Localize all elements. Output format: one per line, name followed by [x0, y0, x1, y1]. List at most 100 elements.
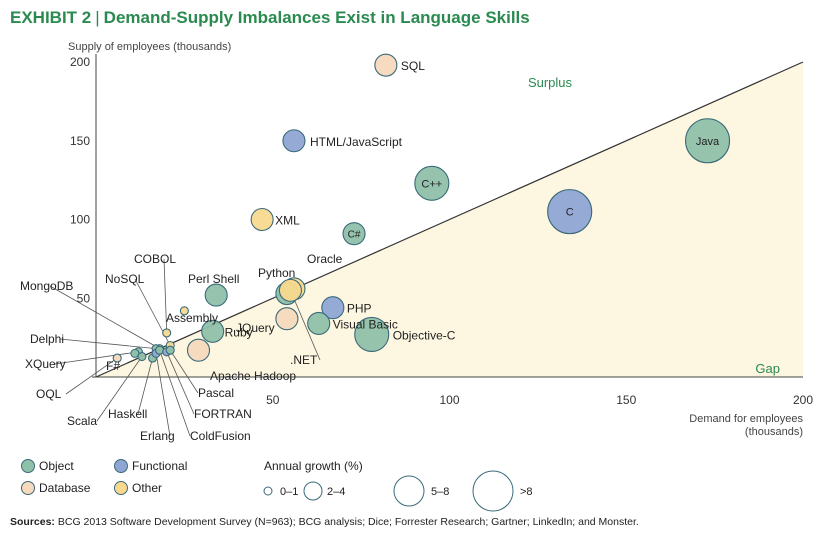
- point-label: .NET: [290, 353, 318, 367]
- legend-swatch-other: [114, 481, 128, 495]
- y-tick-label: 50: [77, 291, 91, 305]
- legend-label-functional: Functional: [132, 459, 187, 473]
- bubble-scala: [137, 351, 147, 362]
- y-tick-label: 100: [70, 213, 90, 227]
- bubble-html-javascript: [282, 129, 306, 153]
- chart-header: EXHIBIT 2 | Demand-Supply Imbalances Exist…: [10, 8, 530, 28]
- point-label: Perl Shell: [188, 272, 239, 286]
- legend-label-object: Object: [39, 459, 74, 473]
- size-legend-label: 0–1: [280, 486, 298, 498]
- x-tick-label: 50: [266, 393, 280, 407]
- bubble-php: [321, 296, 345, 320]
- leader-line: [155, 353, 171, 437]
- x-axis-title-line2: (thousands): [745, 426, 803, 438]
- bubble-assembly: [179, 306, 189, 316]
- bubble-c: [547, 189, 593, 235]
- point-label: Oracle: [307, 252, 343, 266]
- legend-label-other: Other: [132, 481, 162, 495]
- bubble-ruby: [201, 319, 225, 343]
- point-label: Delphi: [30, 332, 64, 346]
- leader-line: [59, 338, 157, 350]
- point-label: Java: [696, 136, 720, 148]
- bubble-visual-basic: [307, 311, 331, 336]
- size-legend-label: 2–4: [327, 486, 345, 498]
- leader-line: [54, 351, 139, 365]
- bubble-oql: [112, 353, 122, 363]
- size-legend-circle: [303, 481, 323, 501]
- leader-line: [49, 285, 160, 349]
- point-label: Python: [258, 266, 295, 280]
- point-label: Haskell: [108, 407, 147, 421]
- bubble-cobol: [162, 328, 172, 338]
- legend-swatch-object: [21, 459, 35, 473]
- legend-label-database: Database: [39, 481, 91, 495]
- sources-note: Sources: BCG 2013 Software Development S…: [10, 516, 639, 528]
- point-label: PHP: [347, 302, 372, 316]
- leader-line: [96, 356, 143, 422]
- leader-line: [163, 258, 168, 333]
- bubble--net: [278, 278, 302, 302]
- sources-text: BCG 2013 Software Development Survey (N=…: [57, 516, 639, 528]
- bubble-java: [685, 118, 731, 164]
- bubble-objective-c: [354, 316, 390, 353]
- leader-line: [290, 290, 321, 361]
- point-label: Pascal: [198, 386, 234, 400]
- leader-line: [137, 357, 153, 415]
- point-label: OQL: [36, 387, 62, 401]
- leader-line: [169, 350, 199, 394]
- point-label: Visual Basic: [333, 317, 398, 331]
- point-label: SQL: [401, 59, 425, 73]
- leader-line: [159, 350, 191, 437]
- y-axis-title: Supply of employees (thousands): [68, 41, 231, 53]
- x-tick-label: 200: [793, 393, 813, 407]
- point-label: C: [566, 207, 574, 219]
- point-label: Ruby: [225, 325, 253, 339]
- bubble-xml: [250, 207, 274, 232]
- point-label: Objective-C: [393, 328, 456, 342]
- point-label: Apache Hadoop: [210, 369, 296, 383]
- point-label: NoSQL: [105, 272, 145, 286]
- point-label: C#: [348, 230, 361, 241]
- size-legend-title: Annual growth (%): [264, 459, 363, 473]
- point-label: Assembly: [166, 311, 218, 325]
- size-legend-label: >8: [520, 486, 533, 498]
- chart-title: Demand-Supply Imbalances Exist in Langua…: [103, 8, 530, 27]
- surplus-label: Surplus: [528, 75, 573, 90]
- point-label: ColdFusion: [190, 429, 251, 443]
- legend-swatch-functional: [114, 459, 128, 473]
- bubble-apache-hadoop: [186, 338, 211, 362]
- point-label: FORTRAN: [194, 407, 252, 421]
- point-label: F#: [106, 359, 120, 373]
- bubble-sql: [374, 53, 398, 77]
- bubble-c-: [414, 165, 450, 201]
- size-legend-circle: [393, 475, 425, 507]
- point-label: XML: [275, 214, 300, 228]
- point-label: HTML/JavaScript: [310, 135, 403, 149]
- point-label: MongoDB: [20, 279, 73, 293]
- y-tick-label: 200: [70, 55, 90, 69]
- point-label: JQuery: [236, 321, 275, 335]
- bubble-c-: [342, 222, 366, 246]
- bubble-pascal: [165, 345, 175, 355]
- point-label: COBOL: [134, 252, 176, 266]
- gap-label: Gap: [755, 361, 780, 376]
- sources-label: Sources:: [10, 516, 55, 528]
- legend-swatch-database: [21, 481, 35, 495]
- point-label: C++: [421, 178, 442, 190]
- x-tick-label: 150: [616, 393, 636, 407]
- point-label: Erlang: [140, 429, 175, 443]
- point-label: Scala: [67, 414, 97, 428]
- size-legend-circle: [472, 470, 514, 512]
- size-legend-circle: [263, 486, 273, 496]
- leader-line: [65, 357, 118, 395]
- x-axis-title-line1: Demand for employees: [689, 413, 803, 425]
- size-legend-label: 5–8: [431, 486, 449, 498]
- point-label: XQuery: [25, 357, 66, 371]
- x-tick-label: 100: [439, 393, 459, 407]
- bubble-perl-shell: [204, 283, 228, 307]
- header-separator: |: [95, 8, 100, 27]
- exhibit-label: EXHIBIT 2: [10, 8, 92, 27]
- y-tick-label: 150: [70, 134, 90, 148]
- leader-line: [166, 351, 195, 415]
